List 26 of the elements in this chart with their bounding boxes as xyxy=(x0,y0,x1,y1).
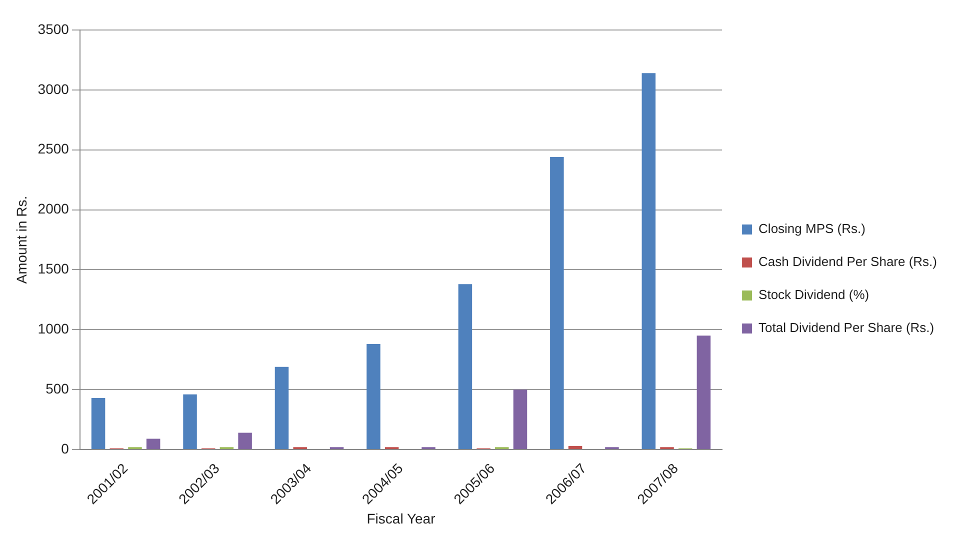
y-tick-label: 3500 xyxy=(38,20,70,37)
y-tick-label: 2500 xyxy=(38,140,70,157)
bar xyxy=(91,398,106,450)
y-tick-label: 0 xyxy=(61,440,70,456)
legend-label: Cash Dividend Per Share (Rs.) xyxy=(758,254,938,270)
bar xyxy=(238,432,252,450)
bar xyxy=(366,344,380,450)
legend-label: Stock Dividend (%) xyxy=(758,287,870,302)
y-tick-label: 1500 xyxy=(38,260,70,277)
bar xyxy=(568,446,582,450)
bar xyxy=(146,438,160,450)
legend-label: Closing MPS (Rs.) xyxy=(758,221,866,236)
bar xyxy=(696,336,711,450)
bar xyxy=(642,73,656,450)
y-tick-label: 2000 xyxy=(38,200,70,217)
y-axis-title: Amount in Rs. xyxy=(13,196,30,284)
bar xyxy=(183,394,197,450)
legend-label: Total Dividend Per Share (Rs.) xyxy=(758,320,934,336)
bar xyxy=(550,157,564,450)
bar xyxy=(513,390,528,450)
y-tick-label: 3000 xyxy=(38,80,70,97)
y-tick-label: 1000 xyxy=(38,320,70,337)
y-tick-label: 500 xyxy=(46,380,70,396)
bar xyxy=(274,366,289,450)
x-axis-title: Fiscal Year xyxy=(366,510,436,526)
bar xyxy=(458,284,472,450)
